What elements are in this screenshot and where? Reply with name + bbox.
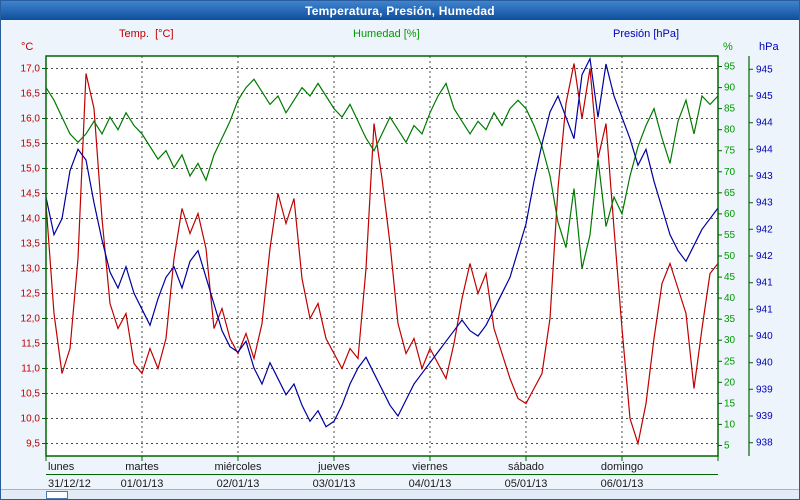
title-bar: Temperatura, Presión, Humedad (1, 1, 799, 20)
humidity-tick-label: 95 (724, 62, 736, 73)
day-name-label: lunes (48, 461, 75, 473)
pressure-tick-label: 938 (756, 438, 773, 449)
pressure-tick-label: 942 (756, 224, 773, 235)
temp-tick-label: 12,0 (21, 314, 41, 325)
scrollbar-thumb[interactable] (46, 491, 68, 499)
humidity-tick-label: 80 (724, 125, 736, 136)
pressure-tick-label: 944 (756, 118, 773, 129)
temp-tick-label: 14,0 (21, 214, 41, 225)
pressure-tick-label: 943 (756, 171, 773, 182)
day-name-label: sábado (508, 461, 544, 473)
horizontal-scrollbar[interactable] (1, 489, 799, 499)
humidity-axis: 95 90 85 80 75 70 65 60 55 50 45 40 35 30 25 20 15 10 5 (718, 62, 736, 452)
humidity-tick-label: 90 (724, 83, 736, 94)
humidity-series-line (45, 78, 719, 269)
v-gridlines (141, 56, 623, 456)
temp-tick-label: 11,0 (21, 364, 40, 375)
humidity-tick-label: 10 (724, 419, 736, 430)
pressure-tick-label: 944 (756, 144, 773, 155)
day-date-label: 02/01/13 (217, 478, 260, 489)
humidity-tick-label: 15 (724, 398, 736, 409)
humidity-tick-label: 40 (724, 293, 736, 304)
window-title: Temperatura, Presión, Humedad (305, 3, 495, 18)
temp-tick-label: 10,0 (21, 414, 41, 425)
pressure-tick-label: 940 (756, 358, 773, 369)
humidity-tick-label: 55 (724, 230, 736, 241)
humidity-tick-label: 30 (724, 335, 736, 346)
day-name-label: miércoles (214, 461, 262, 473)
temp-tick-label: 13,5 (21, 239, 41, 250)
pressure-tick-label: 945 (756, 64, 773, 75)
humidity-tick-label: 85 (724, 104, 736, 115)
pressure-tick-label: 941 (756, 304, 773, 315)
humidity-tick-label: 60 (724, 209, 736, 220)
day-date-label: 01/01/13 (121, 478, 164, 489)
humidity-tick-label: 35 (724, 314, 736, 325)
humidity-tick-label: 65 (724, 188, 736, 199)
legend-humidity: Humedad [%] (353, 28, 420, 40)
legend-temp: Temp. [°C] (119, 28, 174, 40)
pressure-unit-label: hPa (759, 41, 779, 53)
day-date-label: 06/01/13 (601, 478, 644, 489)
day-name-label: domingo (601, 461, 643, 473)
temp-tick-label: 16,5 (21, 89, 41, 100)
temp-tick-label: 16,0 (21, 114, 41, 125)
series-lines (45, 56, 719, 446)
pressure-series-line (45, 56, 719, 428)
day-date-label: 05/01/13 (505, 478, 548, 489)
pressure-tick-label: 941 (756, 278, 773, 289)
day-date-label: 03/01/13 (313, 478, 356, 489)
pressure-tick-label: 939 (756, 411, 773, 422)
temp-tick-label: 17,0 (21, 64, 41, 75)
pressure-tick-label: 942 (756, 251, 773, 262)
temp-unit-label: °C (21, 41, 34, 53)
temp-axis: 17,0 16,5 16,0 15,5 15,0 14,5 14,0 13,5 13,0 12,5… (21, 64, 46, 450)
temp-tick-label: 13,0 (21, 264, 41, 275)
temp-tick-label: 15,5 (21, 139, 41, 150)
temp-tick-label: 10,5 (21, 389, 41, 400)
day-name-label: jueves (317, 461, 350, 473)
temp-tick-label: 9,5 (26, 439, 40, 450)
chart-canvas: 17,0 16,5 16,0 15,5 15,0 14,5 14,0 13,5 13,0 12,5… (21, 55, 773, 489)
legend-pressure: Presión [hPa] (613, 28, 680, 40)
temp-tick-label: 15,0 (21, 164, 41, 175)
pressure-tick-label: 939 (756, 384, 773, 395)
humidity-tick-label: 45 (724, 272, 736, 283)
humidity-tick-label: 25 (724, 356, 736, 367)
plot-area (46, 56, 718, 456)
pressure-tick-label: 945 (756, 91, 773, 102)
humidity-unit-label: % (723, 41, 733, 53)
humidity-tick-label: 50 (724, 251, 736, 262)
x-axis: lunes 31/12/12 martes 01/01/13 miércoles 02/0… (45, 456, 719, 489)
day-name-label: martes (125, 461, 159, 473)
humidity-tick-label: 5 (724, 441, 730, 452)
temp-tick-label: 12,5 (21, 289, 41, 300)
humidity-tick-label: 20 (724, 377, 736, 388)
day-name-label: viernes (412, 461, 448, 473)
temp-tick-label: 11,5 (21, 339, 40, 350)
humidity-tick-label: 70 (724, 167, 736, 178)
day-date-label: 04/01/13 (409, 478, 452, 489)
pressure-tick-label: 940 (756, 331, 773, 342)
pressure-tick-label: 943 (756, 198, 773, 209)
pressure-axis: 945 945 944 944 943 943 942 942 941 941 940 940 939 9… (748, 56, 773, 456)
temp-tick-label: 14,5 (21, 189, 41, 200)
humidity-tick-label: 75 (724, 146, 736, 157)
temp-series-line (45, 63, 719, 446)
h-gridlines (46, 68, 718, 444)
day-date-label: 31/12/12 (48, 478, 91, 489)
